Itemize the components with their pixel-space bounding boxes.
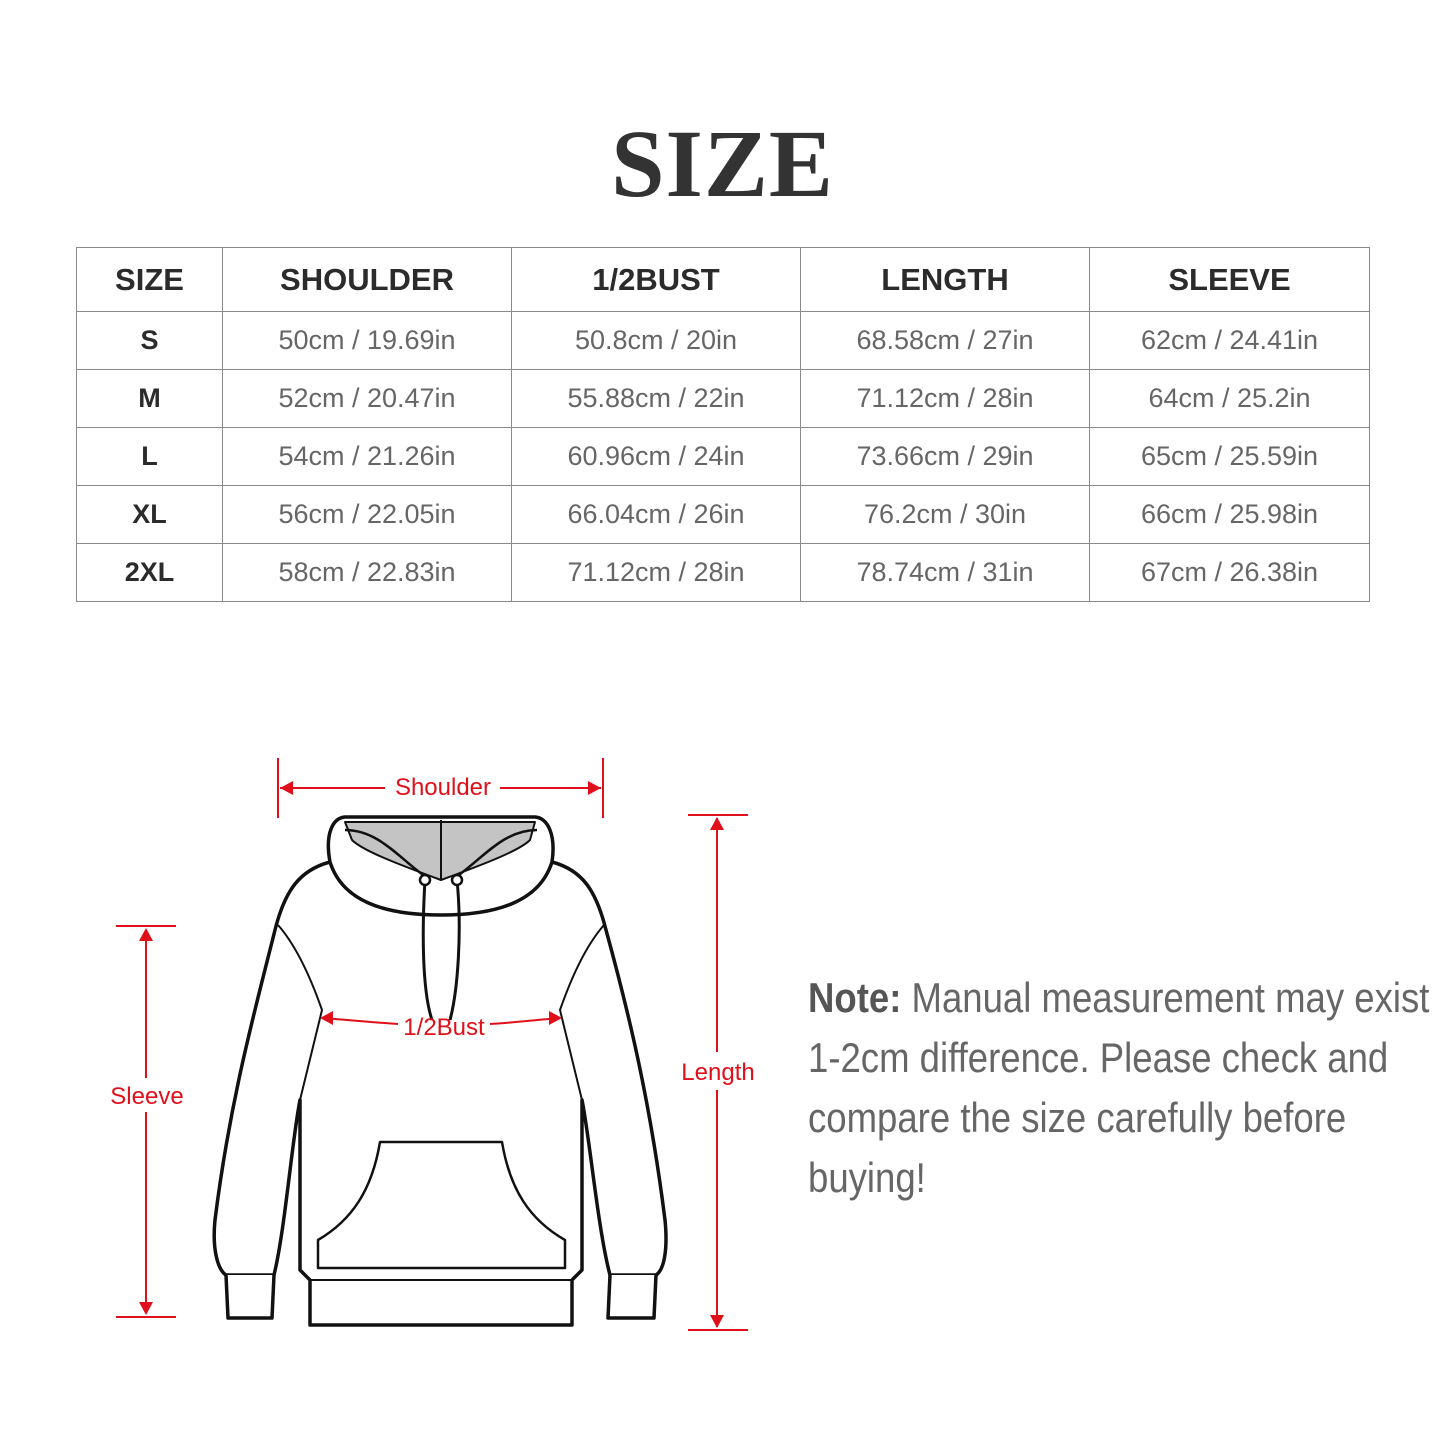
table-row: 2XL 58cm / 22.83in 71.12cm / 28in 78.74cm /… [76,543,1370,602]
size-cell: XL [76,485,223,544]
measurement-cell: 78.74cm / 31in [800,543,1090,602]
measurement-lines [116,758,748,1331]
hoodie-illustration [212,815,668,1327]
note-text: Note: Manual measurement may exist 1-2cm… [808,968,1434,1208]
measurement-cell: 65cm / 25.59in [1089,427,1370,486]
table-header-row: SIZE SHOULDER 1/2BUST LENGTH SLEEVE [76,247,1370,312]
sleeve-label: Sleeve [110,1083,183,1110]
measurement-cell: 66.04cm / 26in [511,485,801,544]
table-row: M 52cm / 20.47in 55.88cm / 22in 71.12cm / 2… [76,369,1370,428]
table-row: L 54cm / 21.26in 60.96cm / 24in 73.66cm / 2… [76,427,1370,486]
header-size: SIZE [76,247,223,312]
measurement-cell: 66cm / 25.98in [1089,485,1370,544]
measurement-cell: 54cm / 21.26in [222,427,512,486]
measurement-cell: 50cm / 19.69in [222,311,512,370]
note-body: Manual measurement may exist 1-2cm diffe… [808,974,1430,1201]
measurement-cell: 64cm / 25.2in [1089,369,1370,428]
length-label: Length [681,1059,754,1086]
measurement-cell: 58cm / 22.83in [222,543,512,602]
measurement-cell: 52cm / 20.47in [222,369,512,428]
measurement-cell: 60.96cm / 24in [511,427,801,486]
size-cell: 2XL [76,543,223,602]
measurement-cell: 62cm / 24.41in [1089,311,1370,370]
note-prefix: Note: [808,974,902,1021]
table-row: S 50cm / 19.69in 50.8cm / 20in 68.58cm / 27… [76,311,1370,370]
measurement-cell: 67cm / 26.38in [1089,543,1370,602]
header-sleeve: SLEEVE [1089,247,1370,312]
measurement-cell: 71.12cm / 28in [800,369,1090,428]
page-title: SIZE [611,110,834,217]
size-cell: S [76,311,223,370]
table-row: XL 56cm / 22.05in 66.04cm / 26in 76.2cm / 3… [76,485,1370,544]
size-cell: L [76,427,223,486]
measurement-cell: 55.88cm / 22in [511,369,801,428]
header-length: LENGTH [800,247,1090,312]
measurement-cell: 56cm / 22.05in [222,485,512,544]
size-table: SIZE SHOULDER 1/2BUST LENGTH SLEEVE S 50c… [76,247,1370,602]
size-cell: M [76,369,223,428]
measurement-cell: 50.8cm / 20in [511,311,801,370]
shoulder-label: Shoulder [395,774,491,801]
bust-label: 1/2Bust [403,1014,485,1041]
header-bust: 1/2BUST [511,247,801,312]
